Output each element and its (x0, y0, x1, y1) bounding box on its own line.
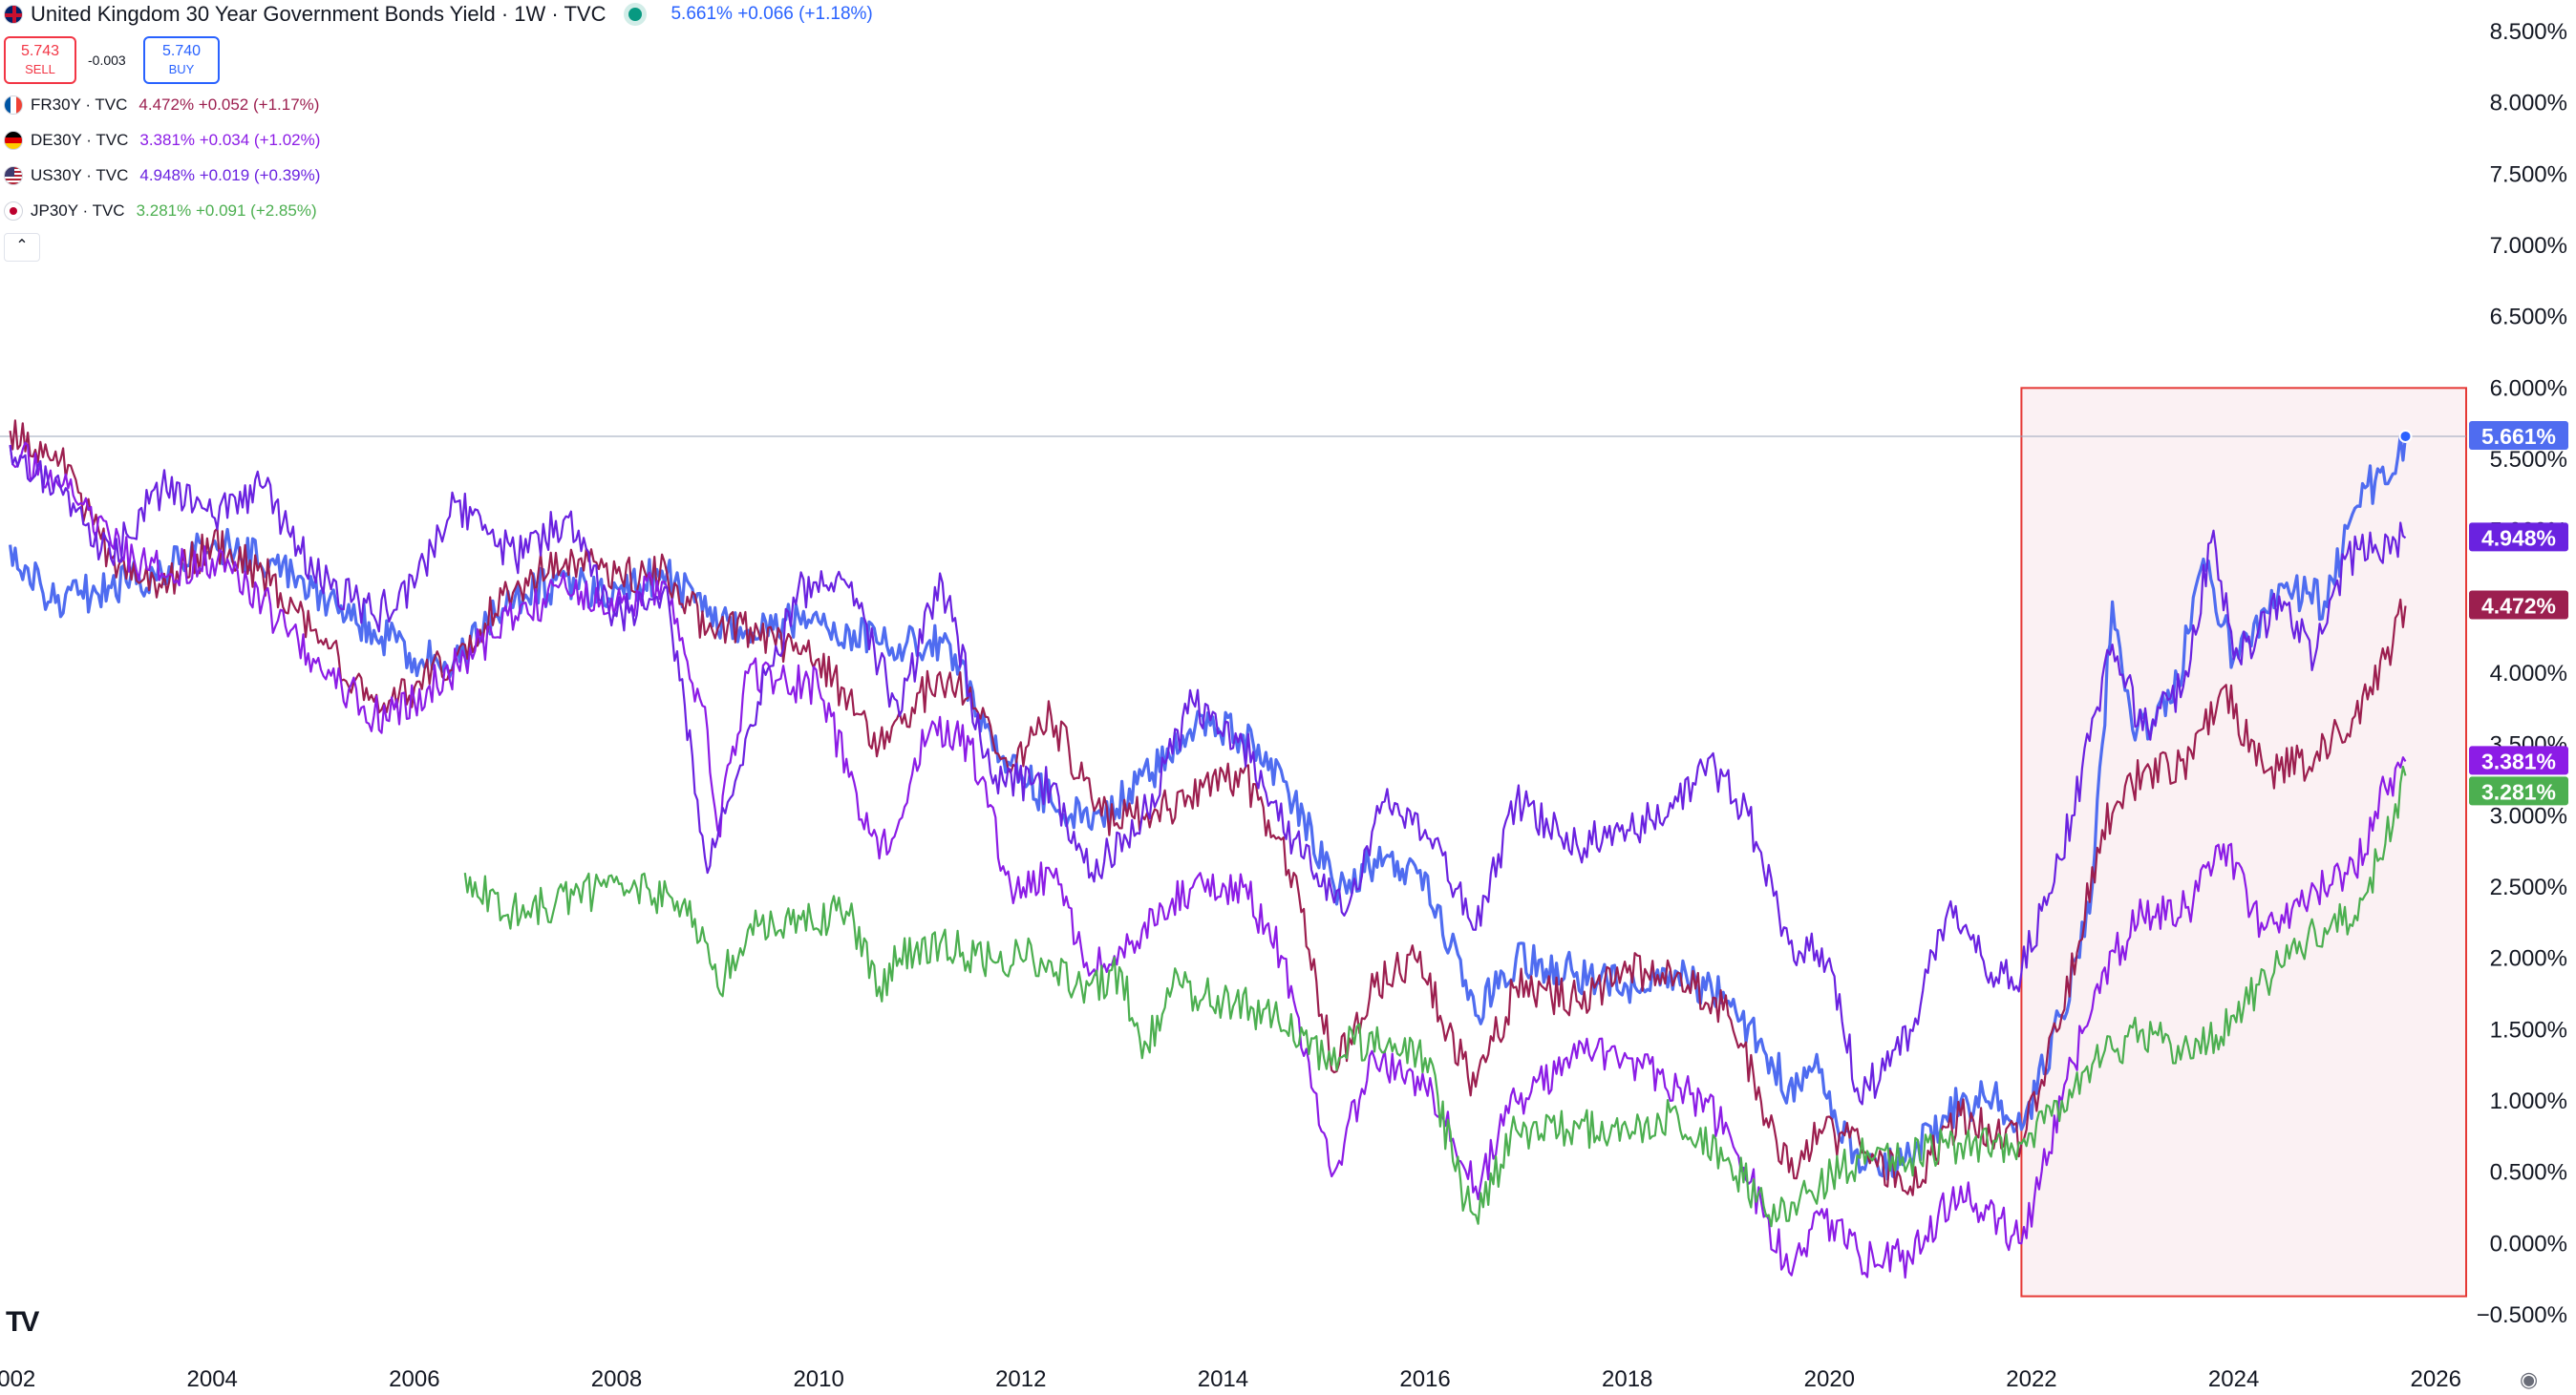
last-value-label: 3.381% (2481, 749, 2556, 773)
y-tick-label: 8.500% (2490, 19, 2567, 45)
y-tick-label: −0.500% (2477, 1302, 2567, 1328)
sell-price: 5.743 (20, 43, 60, 59)
main-symbol-title: United Kingdom 30 Year Government Bonds … (31, 2, 607, 26)
x-tick-label: 2022 (2006, 1366, 2056, 1392)
spread-value: -0.003 (88, 53, 126, 68)
legend-values: 3.381% +0.034 (+1.02%) (139, 131, 321, 149)
last-value-label: 3.281% (2481, 779, 2556, 804)
last-value-badge (2469, 746, 2568, 775)
series-line (9, 441, 2407, 1279)
y-tick-label: 8.000% (2490, 91, 2567, 116)
france-flag-icon (4, 95, 23, 115)
main-symbol-row[interactable]: United Kingdom 30 Year Government Bonds … (4, 2, 873, 27)
x-tick-label: 2016 (1399, 1366, 1450, 1392)
legend-symbol: US30Y · TVC (31, 166, 129, 184)
y-tick-label: 2.000% (2490, 946, 2567, 972)
buy-button[interactable]: 5.740 BUY (143, 36, 220, 84)
y-tick-label: 7.000% (2490, 233, 2567, 259)
last-value-label: 4.948% (2481, 525, 2556, 550)
tradingview-logo[interactable]: TV (6, 1306, 39, 1338)
legend-values: 3.281% +0.091 (+2.85%) (136, 201, 317, 220)
x-tick-label: 2020 (1804, 1366, 1855, 1392)
chevron-up-icon: ⌃ (15, 238, 29, 254)
japan-flag-icon (4, 201, 23, 221)
last-value-badges: 5.661% 4.948% 4.472% 3.381% 3.281% (2469, 420, 2568, 806)
series-line (9, 419, 2407, 1196)
y-tick-label: 1.500% (2490, 1017, 2567, 1043)
y-tick-label: 6.500% (2490, 305, 2567, 330)
y-tick-label: 1.000% (2490, 1089, 2567, 1114)
buy-label: BUY (168, 62, 195, 76)
y-tick-label: 0.000% (2490, 1231, 2567, 1257)
x-tick-label: 2004 (187, 1366, 238, 1392)
market-status-icon (628, 8, 643, 21)
last-value-badge (2469, 776, 2568, 806)
legend-symbol: FR30Y · TVC (31, 95, 128, 114)
legend-row-fr30y[interactable]: FR30Y · TVC 4.472% +0.052 (+1.17%) (4, 95, 319, 115)
sell-button[interactable]: 5.743 SELL (4, 36, 76, 84)
x-tick-label: 2008 (591, 1366, 642, 1392)
y-tick-label: 6.000% (2490, 375, 2567, 401)
last-value-label: 4.472% (2481, 594, 2556, 619)
series-group (9, 419, 2408, 1279)
legend-symbol: JP30Y · TVC (31, 201, 125, 220)
legend-values: 4.948% +0.019 (+0.39%) (139, 166, 321, 184)
legend-values: 4.472% +0.052 (+1.17%) (138, 95, 320, 114)
series-line (463, 765, 2407, 1228)
collapse-legend-button[interactable]: ⌃ (4, 233, 40, 262)
x-tick-label: 2024 (2208, 1366, 2259, 1392)
x-tick-label: 2014 (1198, 1366, 1248, 1392)
x-tick-label: 2002 (0, 1366, 35, 1392)
last-value-badge (2469, 522, 2568, 552)
y-tick-label: 0.500% (2490, 1160, 2567, 1186)
y-tick-label: 7.500% (2490, 161, 2567, 187)
uk-flag-icon (4, 5, 23, 24)
y-tick-label: 3.000% (2490, 803, 2567, 829)
x-tick-label: 2010 (793, 1366, 843, 1392)
buy-price: 5.740 (161, 43, 202, 59)
gear-icon[interactable]: ◉ (2520, 1367, 2539, 1391)
x-axis[interactable]: 2002 2004 2006 2008 2010 2012 2014 2016 2018 2020… (0, 1366, 2461, 1392)
y-tick-label: 4.000% (2490, 661, 2567, 687)
legend-symbol: DE30Y · TVC (31, 131, 129, 149)
series-line (9, 433, 2408, 1181)
x-tick-label: 2026 (2411, 1366, 2461, 1392)
y-tick-label: 5.500% (2490, 447, 2567, 473)
y-axis[interactable]: 8.500% 8.000% 7.500% 7.000% 6.500% 6.000% 5.50… (2477, 19, 2567, 1328)
x-tick-label: 2018 (1602, 1366, 1652, 1392)
usa-flag-icon (4, 166, 23, 185)
series-line (9, 444, 2407, 1106)
legend-row-de30y[interactable]: DE30Y · TVC 3.381% +0.034 (+1.02%) (4, 131, 320, 150)
germany-flag-icon (4, 131, 23, 150)
last-point-marker (2398, 429, 2413, 443)
y-tick-label: 2.500% (2490, 875, 2567, 900)
x-tick-label: 2006 (389, 1366, 439, 1392)
main-symbol-values: 5.661% +0.066 (+1.18%) (671, 4, 873, 24)
last-value-badge (2469, 590, 2568, 620)
legend-row-us30y[interactable]: US30Y · TVC 4.948% +0.019 (+0.39%) (4, 166, 320, 185)
x-tick-label: 2012 (995, 1366, 1046, 1392)
last-value-label: 5.661% (2481, 424, 2556, 449)
last-value-badge (2469, 420, 2568, 450)
legend-row-jp30y[interactable]: JP30Y · TVC 3.281% +0.091 (+2.85%) (4, 201, 317, 221)
sell-label: SELL (25, 62, 55, 76)
